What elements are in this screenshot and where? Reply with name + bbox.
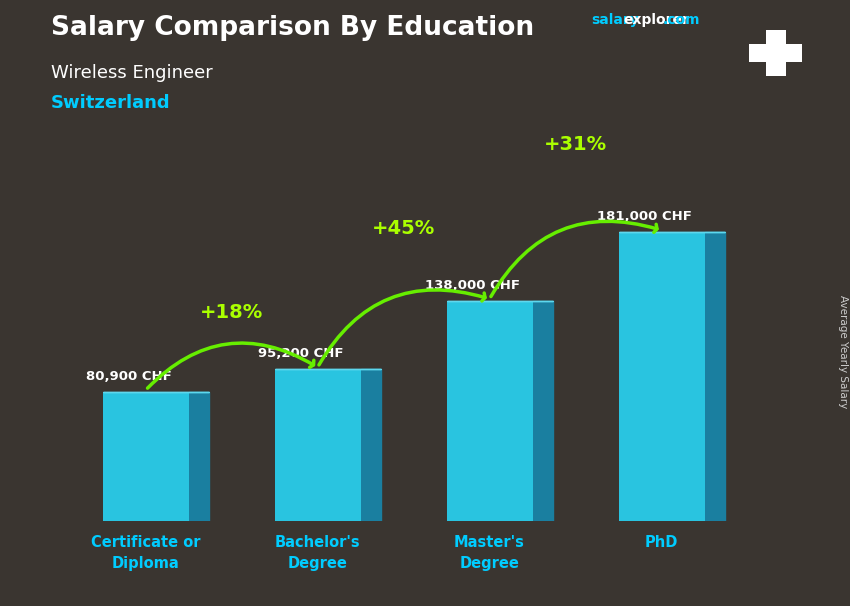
Text: 80,900 CHF: 80,900 CHF <box>86 370 171 383</box>
Text: 138,000 CHF: 138,000 CHF <box>425 279 520 292</box>
Text: explorer: explorer <box>623 13 688 27</box>
Polygon shape <box>533 301 553 521</box>
Text: +18%: +18% <box>200 302 264 322</box>
Bar <box>749 44 802 62</box>
Text: 181,000 CHF: 181,000 CHF <box>597 210 692 223</box>
Text: 95,200 CHF: 95,200 CHF <box>258 347 343 361</box>
Bar <box>446 301 533 521</box>
Bar <box>275 369 360 521</box>
Text: Wireless Engineer: Wireless Engineer <box>51 64 212 82</box>
Text: .com: .com <box>662 13 700 27</box>
Polygon shape <box>705 232 725 521</box>
Text: Switzerland: Switzerland <box>51 94 171 112</box>
Bar <box>103 392 189 521</box>
Text: salary: salary <box>591 13 638 27</box>
Text: Average Yearly Salary: Average Yearly Salary <box>838 295 848 408</box>
Text: +31%: +31% <box>544 135 607 155</box>
Text: +45%: +45% <box>372 219 435 238</box>
Polygon shape <box>360 369 381 521</box>
Bar <box>766 30 785 76</box>
Text: Salary Comparison By Education: Salary Comparison By Education <box>51 15 534 41</box>
Bar <box>619 232 705 521</box>
Polygon shape <box>189 392 209 521</box>
